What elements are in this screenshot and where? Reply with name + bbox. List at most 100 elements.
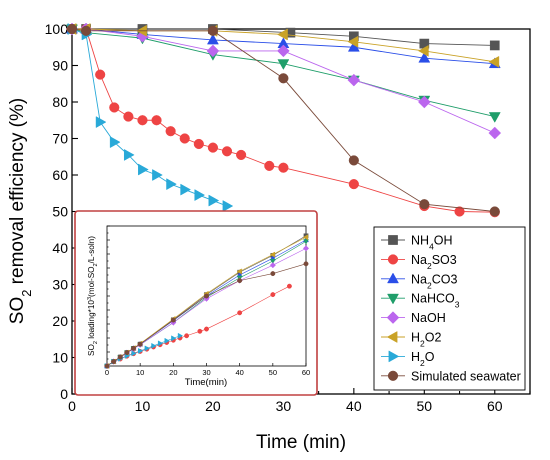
inset-data-point [111,359,117,364]
main-data-point [123,148,135,161]
inset-data-point [303,261,309,267]
main-data-point [137,115,148,126]
inset-data-point [270,292,276,298]
legend-entry-label: NaOH [411,311,446,325]
main-data-point [81,25,92,36]
inset-x-tick-label: 60 [302,368,310,377]
main-series-line-3 [71,28,495,118]
main-data-point [489,206,500,217]
main-x-tick-label: 50 [417,398,433,414]
main-data-point [206,44,220,58]
inset-x-tick-label: 30 [202,368,210,377]
inset-x-tick-label: 50 [269,368,277,377]
inset-x-tick-label: 20 [169,368,177,377]
inset-data-point [124,350,130,356]
inset-data-point [237,310,243,316]
inset-x-axis-label: Time(min) [185,377,227,388]
inset-plot: 0 10 20 30 40 50 60 Time(min) SO2 loading*103(mo… [74,210,318,396]
inset-data-point [269,258,276,265]
inset-data-point [184,333,190,339]
main-data-point [417,95,431,109]
legend-swatch-marker [386,331,398,343]
inset-data-point [236,268,242,275]
inset-data-point [157,340,164,347]
main-data-point [277,59,290,70]
main-plot: 0 10 20 30 40 50 600102030405060708090100Time … [7,21,531,453]
main-y-tick-label: 100 [45,21,69,37]
main-data-point [95,116,107,129]
main-data-point [348,155,359,166]
main-data-point [152,169,163,181]
inset-data-point [286,283,292,289]
inset-data-point [269,251,275,258]
main-data-point [109,136,121,149]
legend-swatch-marker [387,293,399,305]
main-series-line-5 [72,28,495,63]
main-data-point [222,200,234,212]
inset-data-point [204,326,209,332]
main-y-tick-label: 90 [52,58,68,74]
inset-data-point [137,341,143,347]
inset-data-point [171,335,177,342]
main-y-tick-label: 80 [52,94,68,110]
main-data-point [236,149,247,161]
main-data-point [165,126,176,137]
legend-swatch-marker [387,272,399,284]
main-data-point [194,189,206,202]
legend-entry-label: Na2SO3 [411,253,457,271]
main-y-tick-label: 30 [52,277,68,293]
inset-data-point [303,239,309,245]
main-y-tick-label: 10 [52,350,68,366]
inset-y-axis-label: SO2 loading*103(mol-SO2/L-soln) [87,236,99,356]
legend-entry-label: Na2CO3 [411,272,457,290]
main-data-point [206,33,219,45]
main-y-tick-label: 70 [52,131,68,147]
main-data-point [95,69,106,80]
inset-data-point [151,342,157,349]
main-data-point [418,51,431,63]
main-data-point [221,146,233,157]
main-y-tick-label: 40 [52,240,68,256]
legend-box [373,226,526,391]
inset-data-point [237,278,243,284]
inset-data-point [204,293,209,299]
legend-swatch-marker [388,350,400,363]
main-data-point [347,73,361,87]
main-data-point [264,160,275,171]
main-data-point [488,112,501,123]
legend-entry-label: NaHCO3 [411,292,460,310]
legend-entry-label: H2O [411,350,435,368]
main-x-tick-label: 20 [205,398,221,414]
x-axis-label: Time (min) [256,432,346,453]
main-data-point [180,183,192,196]
main-data-point [419,199,430,210]
main-data-point [66,23,78,35]
main-data-point [278,73,289,84]
main-data-point [123,111,134,122]
main-data-point [488,126,502,140]
inset-x-tick-label: 0 [105,368,109,377]
main-data-point [193,138,204,150]
main-x-tick-label: 40 [346,398,362,414]
legend-swatch-marker [387,370,399,381]
legend-swatch-marker [388,235,398,245]
inset-data-point [131,345,136,351]
main-data-point [179,133,190,144]
main-x-tick-label: 10 [135,398,151,414]
main-data-point [348,179,359,190]
main-x-tick-label: 0 [68,398,76,414]
main-data-point [277,44,290,58]
main-y-tick-label: 20 [52,313,68,329]
inset-data-point [170,317,176,323]
inset-data-point [131,350,137,357]
main-y-tick-label: 0 [60,386,68,402]
inset-data-point [144,345,150,352]
legend-swatch-marker [386,311,400,324]
main-data-point [208,194,220,207]
main-data-point [347,35,359,48]
inset-data-point [270,271,276,277]
main-data-point [489,40,500,51]
legend-entry-label: NH4OH [411,234,453,252]
main-series-line-4 [72,28,495,134]
